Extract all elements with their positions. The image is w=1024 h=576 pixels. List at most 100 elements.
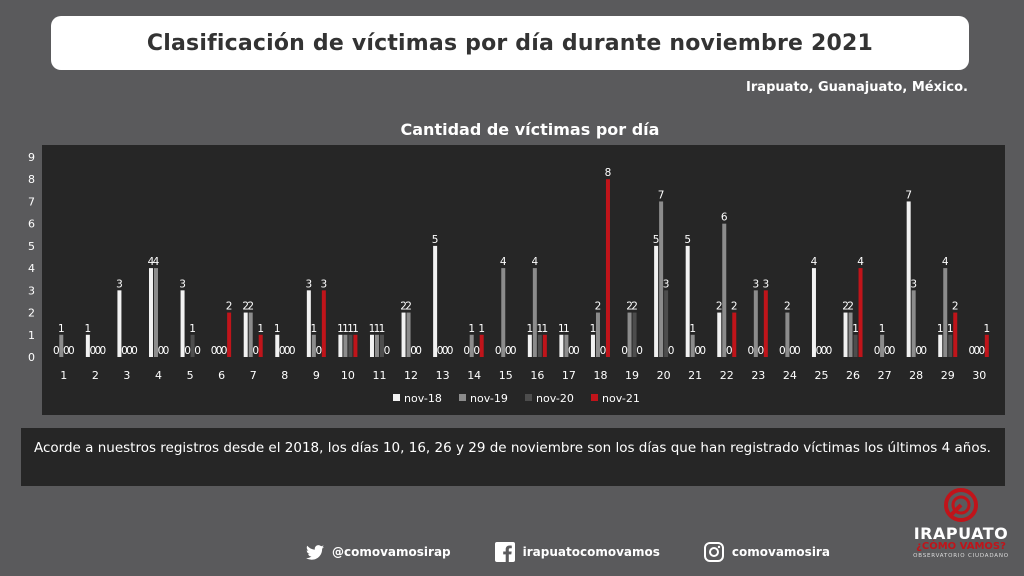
data-label: 3 [752, 278, 759, 290]
bar-nov-18 [85, 334, 90, 357]
bar-nov-21 [321, 290, 326, 357]
instagram-handle[interactable]: comovamosira [731, 545, 830, 559]
data-label: 2 [226, 301, 233, 313]
data-label: 4 [500, 256, 507, 268]
data-label: 4 [153, 256, 160, 268]
x-tick-label: 7 [250, 369, 257, 382]
data-label: 3 [910, 278, 917, 290]
data-label: 1 [189, 323, 196, 335]
data-label: 0 [568, 345, 575, 357]
data-label: 2 [626, 301, 633, 313]
data-label: 0 [211, 345, 218, 357]
data-label: 2 [247, 301, 254, 313]
data-label: 2 [716, 301, 723, 313]
data-label: 3 [321, 278, 328, 290]
title-box: Clasificación de víctimas por día durant… [51, 16, 969, 70]
data-label: 0 [90, 345, 97, 357]
note-text: Acorde a nuestros registros desde el 201… [34, 440, 991, 456]
y-tick-label: 3 [28, 284, 35, 297]
data-label: 0 [694, 345, 701, 357]
data-label: 4 [811, 256, 818, 268]
x-tick-label: 20 [657, 369, 671, 382]
bar-nov-19 [469, 334, 474, 357]
bar-nov-18 [243, 312, 248, 357]
x-tick-label: 3 [123, 369, 130, 382]
data-label: 0 [816, 345, 823, 357]
facebook-icon[interactable] [494, 542, 515, 562]
legend-label: nov-18 [404, 392, 442, 405]
data-label: 1 [352, 323, 359, 335]
y-tick-label: 7 [28, 195, 35, 208]
y-tick-label: 9 [28, 151, 35, 164]
data-label: 0 [100, 345, 107, 357]
data-label: 0 [473, 345, 480, 357]
bar-nov-20 [948, 334, 953, 357]
bar-nov-18 [338, 334, 343, 357]
y-tick-label: 5 [28, 240, 35, 253]
bar-nov-21 [227, 312, 232, 357]
y-tick-label: 1 [28, 329, 35, 342]
facebook-handle[interactable]: irapuatocomovamos [522, 545, 660, 559]
data-label: 0 [463, 345, 470, 357]
x-tick-label: 13 [436, 369, 450, 382]
data-label: 0 [884, 345, 891, 357]
data-label: 0 [194, 345, 201, 357]
data-label: 1 [541, 323, 548, 335]
bar-nov-21 [258, 334, 263, 357]
bar-nov-19 [501, 268, 506, 357]
x-tick-label: 17 [562, 369, 576, 382]
data-label: 0 [757, 345, 764, 357]
data-label: 0 [316, 345, 323, 357]
data-label: 0 [95, 345, 102, 357]
bar-nov-19 [785, 312, 790, 357]
data-label: 1 [374, 323, 381, 335]
twitter-icon[interactable] [306, 544, 324, 560]
data-label: 1 [257, 323, 264, 335]
data-label: 0 [747, 345, 754, 357]
bar-nov-21 [763, 290, 768, 357]
data-label: 0 [284, 345, 291, 357]
data-label: 0 [505, 345, 512, 357]
bar-nov-19 [943, 268, 948, 357]
data-label: 7 [905, 189, 912, 201]
data-label: 0 [699, 345, 706, 357]
x-tick-label: 25 [814, 369, 828, 382]
logo-emblem-icon [944, 488, 978, 522]
bar-nov-21 [953, 312, 958, 357]
note-box: Acorde a nuestros registros desde el 201… [21, 428, 1005, 486]
bar-nov-19 [627, 312, 632, 357]
data-label: 0 [289, 345, 296, 357]
logo-line3: OBSERVATORIO CIUDADANO [913, 553, 1009, 559]
twitter-handle[interactable]: @comovamosirap [332, 545, 451, 559]
bar-nov-18 [117, 290, 122, 357]
data-label: 0 [826, 345, 833, 357]
data-label: 0 [437, 345, 444, 357]
data-label: 1 [468, 323, 475, 335]
data-label: 1 [689, 323, 696, 335]
data-label: 0 [63, 345, 70, 357]
data-label: 1 [337, 323, 344, 335]
bar-nov-19 [532, 268, 537, 357]
data-label: 1 [526, 323, 533, 335]
data-label: 1 [937, 323, 944, 335]
bar-nov-18 [401, 312, 406, 357]
data-label: 1 [379, 323, 386, 335]
legend-label: nov-19 [470, 392, 508, 405]
x-tick-label: 21 [688, 369, 702, 382]
bar-nov-18 [654, 245, 659, 357]
bar-nov-18 [938, 334, 943, 357]
data-label: 1 [983, 323, 990, 335]
bar-nov-19 [690, 334, 695, 357]
data-label: 0 [973, 345, 980, 357]
instagram-icon[interactable] [703, 542, 724, 562]
x-tick-label: 14 [467, 369, 481, 382]
y-tick-label: 6 [28, 218, 35, 231]
legend-swatch-nov-21 [591, 394, 598, 401]
data-label: 0 [121, 345, 128, 357]
y-tick-label: 8 [28, 173, 35, 186]
data-label: 0 [794, 345, 801, 357]
data-label: 0 [510, 345, 517, 357]
bar-nov-19 [153, 268, 158, 357]
bar-nov-20 [632, 312, 637, 357]
bar-nov-21 [479, 334, 484, 357]
